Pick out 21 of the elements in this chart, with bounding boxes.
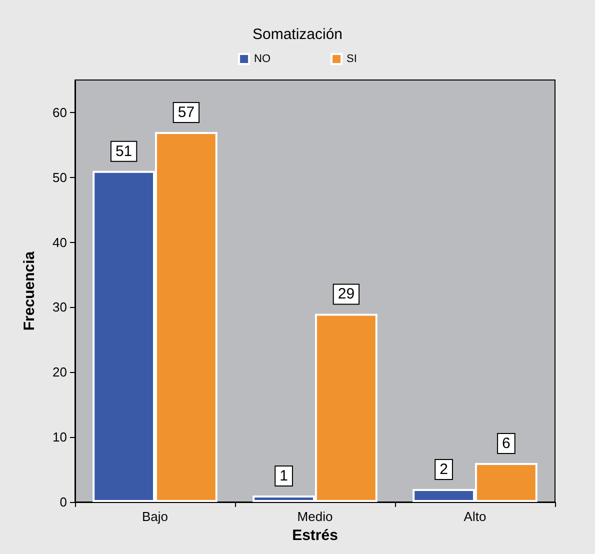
- y-tick-label: 20: [52, 364, 67, 380]
- data-label: 1: [280, 468, 288, 485]
- y-tick-label: 50: [52, 170, 67, 185]
- legend-label: NO: [254, 53, 271, 65]
- y-tick-label: 30: [52, 300, 67, 315]
- x-axis-title: Estrés: [292, 526, 338, 544]
- y-tick-label: 60: [52, 104, 67, 120]
- data-label: 6: [502, 435, 510, 452]
- y-tick-label: 40: [52, 234, 67, 250]
- x-tick-label: Alto: [464, 509, 486, 524]
- legend-title: Somatización: [252, 26, 343, 43]
- data-label: 57: [178, 104, 195, 121]
- y-tick-label: 0: [60, 494, 67, 510]
- y-axis-title: Frecuencia: [21, 250, 38, 331]
- data-label: 51: [115, 142, 132, 160]
- data-label: 29: [338, 286, 355, 303]
- x-tick-label: Bajo: [142, 509, 168, 524]
- y-tick-label: 10: [52, 430, 67, 445]
- legend-label: SI: [346, 53, 357, 65]
- data-label: 2: [440, 461, 448, 478]
- x-tick-label: Medio: [297, 509, 333, 524]
